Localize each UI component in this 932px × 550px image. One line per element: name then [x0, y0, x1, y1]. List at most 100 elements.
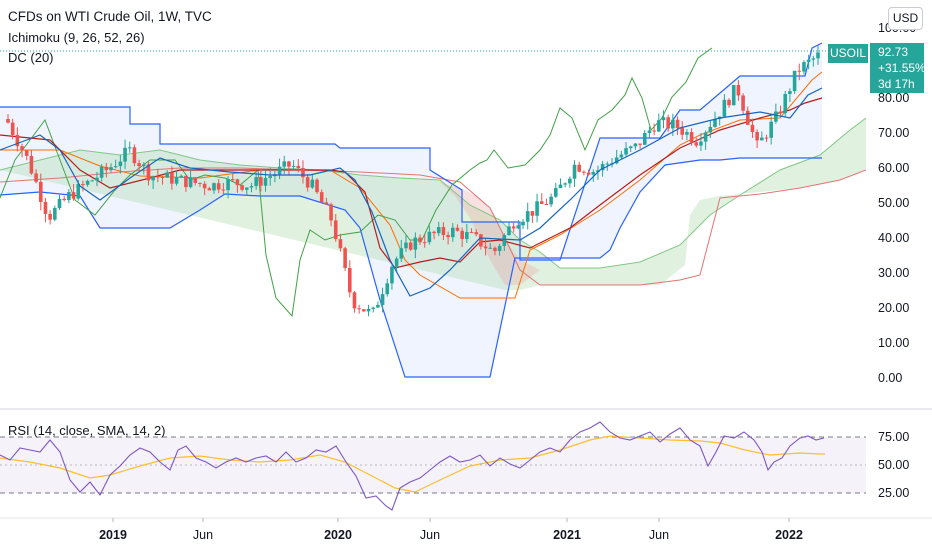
candle: [465, 223, 469, 243]
candle: [90, 179, 95, 182]
candle: [488, 243, 493, 249]
rsi-pane[interactable]: [0, 421, 866, 511]
rsi-ma-line: [0, 435, 825, 493]
ticker-label: USOIL: [828, 44, 868, 63]
candle: [816, 45, 820, 65]
candle: [460, 227, 464, 248]
candle: [544, 198, 549, 206]
candle: [20, 143, 24, 158]
candle: [6, 114, 10, 124]
candle: [362, 309, 366, 312]
candle: [418, 234, 422, 246]
candle: [385, 278, 390, 297]
candle: [745, 106, 750, 126]
candle: [268, 167, 272, 186]
ichimoku-span-b: [0, 167, 866, 286]
candle: [436, 221, 441, 237]
candle: [333, 213, 338, 242]
candle: [156, 168, 160, 183]
currency-button[interactable]: USD: [888, 7, 923, 30]
price-pane[interactable]: [0, 42, 866, 378]
time-tick-label: 2019: [99, 528, 127, 542]
time-tick-label: Jun: [649, 528, 669, 542]
candle: [764, 134, 769, 143]
rsi-tick-label: 75.00: [878, 430, 909, 444]
candle: [554, 182, 558, 198]
candle: [315, 178, 319, 194]
candle: [38, 173, 43, 211]
rsi-legend[interactable]: RSI (14, close, SMA, 14, 2): [8, 423, 166, 438]
candle: [783, 90, 788, 117]
time-axis[interactable]: 2019 Jun 2020 Jun 2021 Jun 2022: [99, 518, 803, 542]
candle: [301, 160, 305, 184]
bar-countdown: 3d 17h: [878, 77, 915, 91]
candle: [469, 228, 474, 234]
candle: [722, 94, 727, 117]
candle: [235, 178, 240, 193]
candle: [413, 232, 418, 259]
candle: [652, 123, 656, 136]
candle: [15, 127, 20, 152]
rsi-axis[interactable]: 75.00 50.00 25.00: [878, 430, 909, 500]
donchian-legend[interactable]: DC (20): [8, 50, 54, 65]
candle: [788, 88, 792, 103]
candle: [263, 170, 268, 192]
candle: [62, 195, 66, 202]
candle: [530, 211, 535, 224]
candle: [582, 170, 586, 176]
candle: [802, 60, 806, 75]
donchian-upper: [0, 42, 823, 261]
price-tick-label: 70.00: [878, 126, 909, 140]
candle: [10, 118, 15, 140]
candle: [390, 264, 394, 290]
candle: [399, 239, 404, 262]
candle: [811, 55, 816, 67]
candle: [132, 144, 137, 167]
candle: [404, 235, 408, 252]
candle: [244, 187, 249, 196]
candle: [760, 131, 764, 141]
candle: [319, 189, 324, 203]
candle: [792, 70, 797, 94]
candle: [755, 129, 759, 149]
candle: [193, 176, 198, 186]
candle: [174, 169, 179, 186]
candle: [666, 114, 670, 132]
candle: [240, 184, 244, 192]
candle: [277, 158, 282, 180]
ichimoku-kijun: [0, 97, 823, 269]
candle: [521, 219, 525, 230]
candle: [699, 133, 703, 152]
candle: [628, 145, 633, 153]
candle: [572, 160, 577, 187]
candle: [450, 223, 455, 242]
candle: [558, 178, 563, 189]
candle: [291, 160, 296, 171]
candle: [586, 169, 591, 176]
candle: [24, 149, 29, 161]
candle: [661, 110, 666, 129]
candle: [226, 176, 230, 199]
candle: [81, 180, 85, 192]
candle: [638, 143, 642, 149]
candle: [352, 290, 357, 313]
price-tick-label: 50.00: [878, 196, 909, 210]
candle: [563, 182, 567, 188]
candle: [160, 175, 165, 185]
candle: [170, 166, 174, 190]
time-tick-label: Jun: [420, 528, 440, 542]
candle: [483, 237, 488, 256]
candle: [376, 301, 380, 308]
candle: [703, 130, 708, 150]
candle: [441, 222, 446, 241]
price-tick-label: 0.00: [878, 371, 902, 385]
ichimoku-chikou: [0, 47, 713, 318]
candle: [493, 246, 497, 256]
candle: [85, 179, 90, 187]
candle: [99, 164, 104, 182]
chart-title: CFDs on WTI Crude Oil, 1W, TVC: [8, 9, 212, 24]
candle: [394, 256, 399, 273]
candle: [357, 304, 361, 314]
ichimoku-legend[interactable]: Ichimoku (9, 26, 52, 26): [8, 30, 145, 45]
